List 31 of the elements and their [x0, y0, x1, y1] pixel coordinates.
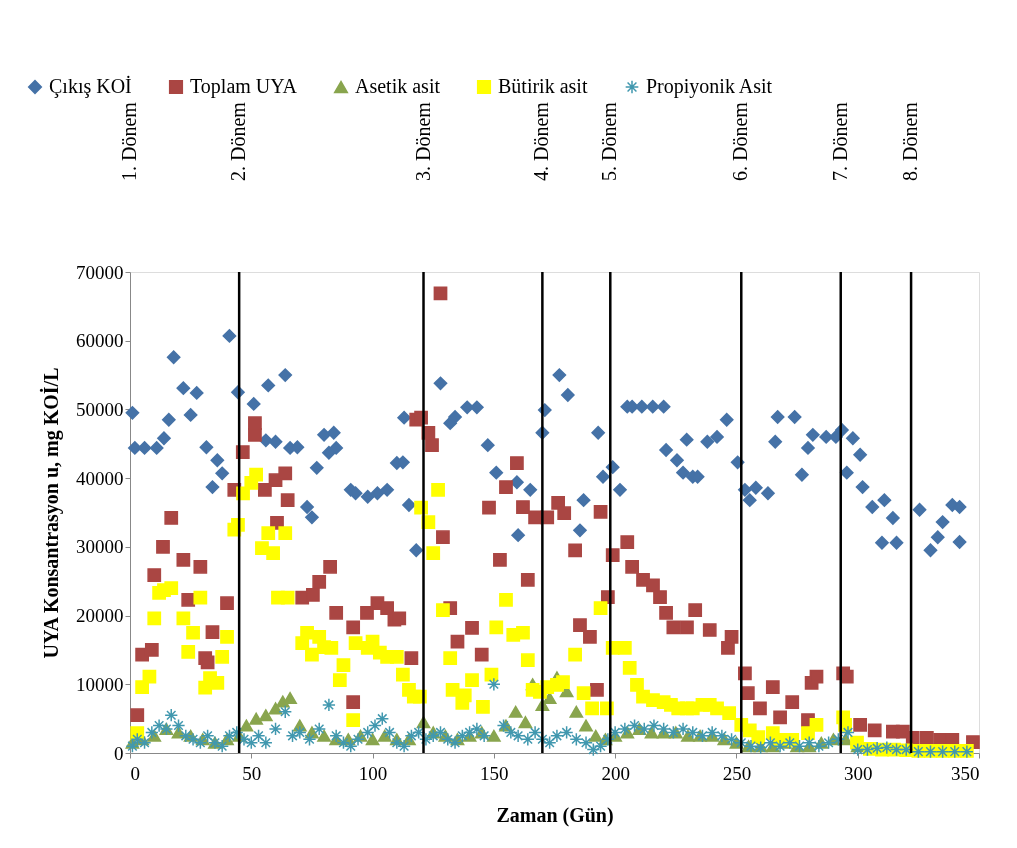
legend-label: Çıkış KOİ [49, 75, 132, 98]
x-tick-label: 300 [843, 762, 873, 784]
x-axis-title: Zaman (Gün) [496, 803, 614, 827]
legend-label: Bütirik asit [498, 75, 588, 97]
y-tick-label: 70000 [76, 261, 124, 283]
y-tick-label: 0 [114, 742, 124, 764]
y-tick-label: 10000 [76, 673, 124, 695]
text: 2. Dönem [227, 101, 250, 181]
text: 8. Dönem [899, 101, 922, 181]
legend-label: Propiyonik Asit [646, 75, 773, 98]
legend-label: Toplam UYA [190, 75, 298, 98]
y-axis-title: UYA Konsantrasyon u, mg KOİ/L [39, 367, 63, 659]
text: 3. Dönem [411, 101, 434, 181]
text: 6. Dönem [729, 101, 752, 181]
y-tick-label: 20000 [76, 605, 124, 627]
y-tick-label: 30000 [76, 536, 124, 558]
x-tick-label: 350 [951, 762, 980, 784]
text: 4. Dönem [530, 101, 553, 181]
x-tick-label: 0 [130, 762, 140, 784]
x-tick-label: 250 [722, 762, 752, 784]
y-tick-label: 50000 [76, 398, 124, 420]
text: 7. Dönem [828, 101, 851, 181]
x-tick-label: 150 [480, 762, 509, 784]
legend-label: Asetik asit [355, 75, 441, 97]
text: 1. Dönem [118, 101, 140, 181]
x-tick-label: 50 [242, 762, 262, 784]
text: 5. Dönem [598, 101, 621, 181]
y-tick-label: 60000 [76, 330, 124, 352]
y-tick-label: 40000 [76, 467, 124, 489]
x-tick-label: 200 [601, 762, 630, 784]
x-tick-label: 100 [358, 762, 388, 784]
